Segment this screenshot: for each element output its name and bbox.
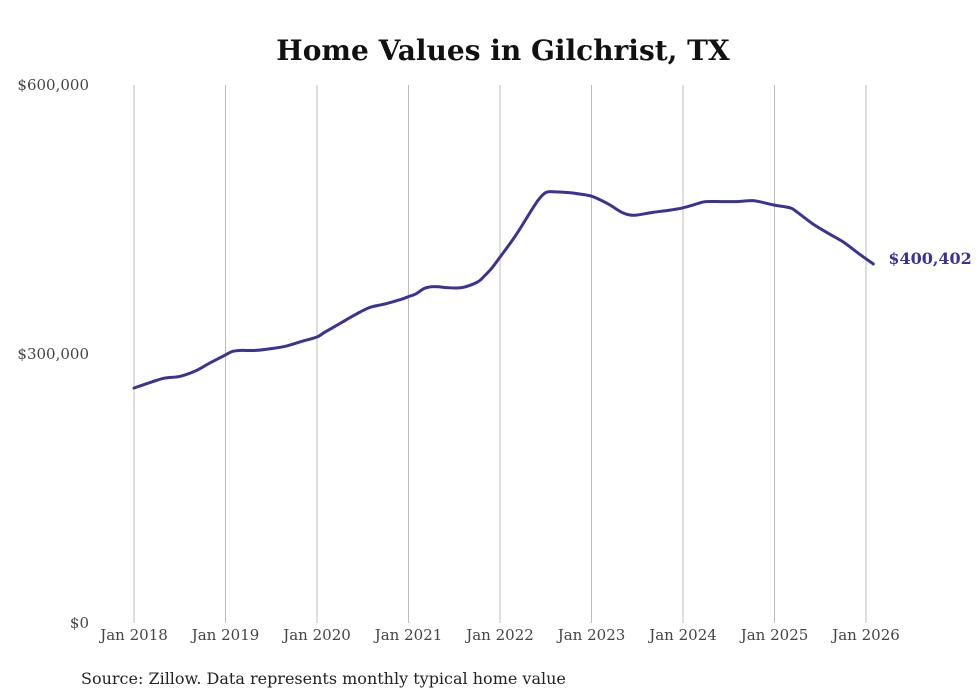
x-tick-label: Jan 2020 bbox=[281, 626, 351, 644]
grid-lines bbox=[133, 85, 867, 623]
x-tick-label: Jan 2022 bbox=[464, 626, 534, 644]
chart-title: Home Values in Gilchrist, TX bbox=[276, 34, 730, 67]
x-tick-label: Jan 2023 bbox=[556, 626, 626, 644]
end-value-label: $400,402 bbox=[888, 249, 972, 268]
x-tick-label: Jan 2019 bbox=[190, 626, 260, 644]
x-tick-label: Jan 2024 bbox=[647, 626, 717, 644]
source-note: Source: Zillow. Data represents monthly … bbox=[81, 669, 566, 688]
x-axis-ticks: Jan 2018 Jan 2019 Jan 2020 Jan 2021 Jan 2022… bbox=[98, 626, 900, 644]
y-tick-label: $600,000 bbox=[17, 76, 89, 94]
y-axis-ticks: $0 $300,000 $600,000 bbox=[17, 76, 89, 632]
x-tick-label: Jan 2026 bbox=[830, 626, 900, 644]
x-tick-label: Jan 2018 bbox=[98, 626, 168, 644]
x-tick-label: Jan 2021 bbox=[373, 626, 443, 644]
x-tick-label: Jan 2025 bbox=[739, 626, 809, 644]
y-tick-label: $300,000 bbox=[17, 345, 89, 363]
series-line-0 bbox=[132, 190, 875, 390]
y-tick-label: $0 bbox=[70, 614, 89, 632]
series-layer: $400,402 bbox=[132, 190, 972, 390]
